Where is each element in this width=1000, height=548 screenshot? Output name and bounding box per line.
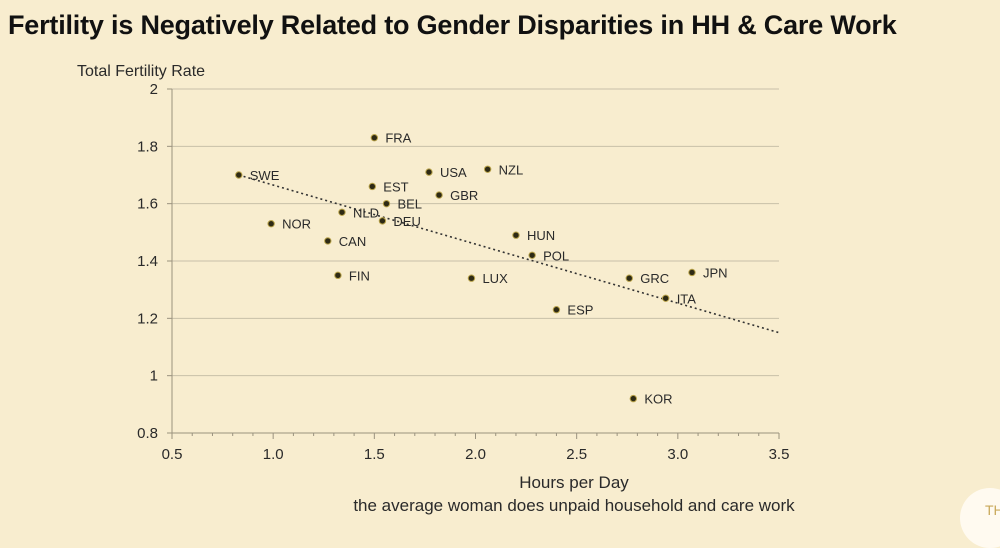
point-label: ITA [677, 291, 697, 306]
point-label: JPN [703, 265, 728, 280]
y-tick-label: 2 [150, 81, 158, 98]
point-marker [528, 251, 536, 259]
data-point-bel: BEL [382, 197, 422, 212]
data-point-nzl: NZL [483, 162, 524, 177]
point-label: BEL [397, 197, 422, 212]
point-marker [370, 134, 379, 142]
data-point-nor: NOR [267, 217, 311, 232]
data-point-est: EST [368, 179, 409, 194]
point-marker [338, 208, 346, 216]
point-marker [378, 217, 387, 225]
point-label: LUX [482, 271, 508, 286]
trend-line [238, 174, 780, 334]
point-marker [661, 294, 670, 302]
point-label: EST [383, 179, 408, 194]
corner-badge-text: TH [985, 502, 1000, 518]
point-label: NLD [353, 205, 379, 220]
point-label: DEU [393, 214, 420, 229]
data-point-usa: USA [425, 165, 467, 180]
data-point-kor: KOR [629, 392, 672, 407]
point-marker [324, 237, 332, 245]
point-marker [435, 191, 443, 199]
data-point-nld: NLD [338, 205, 379, 220]
point-marker [267, 220, 275, 228]
data-point-fin: FIN [334, 268, 370, 283]
y-tick-label: 1.8 [137, 138, 158, 155]
x-axis-ticks: 0.5 1.0 1.5 2.0 2.5 3.0 3.5 [162, 433, 790, 463]
x-tick-label: 3.0 [667, 446, 688, 463]
x-tick-label: 0.5 [162, 446, 183, 463]
y-tick-label: 0.8 [137, 425, 158, 442]
point-label: CAN [339, 234, 366, 249]
point-marker [467, 274, 476, 282]
y-axis-ticks: 0.8 1 1.2 1.4 1.6 1.8 2 [137, 81, 172, 442]
y-axis-label: Total Fertility Rate [77, 63, 205, 80]
point-label: GRC [640, 271, 669, 286]
point-label: FRA [385, 131, 411, 146]
point-label: NZL [499, 162, 524, 177]
point-label: GBR [450, 188, 478, 203]
data-point-gbr: GBR [435, 188, 478, 203]
point-marker [235, 171, 243, 179]
point-marker [625, 274, 633, 282]
point-label: FIN [349, 268, 370, 283]
x-tick-label: 2.0 [465, 446, 486, 463]
data-point-grc: GRC [625, 271, 669, 286]
data-point-hun: HUN [512, 228, 555, 243]
x-tick-label: 3.5 [769, 446, 790, 463]
point-label: POL [543, 248, 569, 263]
data-point-lux: LUX [467, 271, 508, 286]
point-marker [629, 394, 638, 403]
scatter-chart: 0.5 1.0 1.5 2.0 2.5 3.0 3.5 0.811.21.41.61.82 … [77, 63, 795, 515]
point-marker [334, 271, 342, 280]
x-axis-sublabel: the average woman does unpaid household … [353, 496, 795, 515]
point-marker [688, 268, 696, 277]
x-tick-label: 2.5 [566, 446, 587, 463]
data-point-deu: DEU [378, 214, 421, 229]
y-tick-label: 1.4 [137, 253, 158, 270]
point-label: USA [440, 165, 467, 180]
y-tick-label: 1 [150, 368, 158, 385]
point-marker [512, 231, 520, 239]
point-label: SWE [250, 168, 280, 183]
data-point-ita: ITA [661, 291, 697, 306]
data-point-pol: POL [528, 248, 569, 263]
grid-lines [172, 88, 779, 377]
point-label: NOR [282, 217, 311, 232]
point-marker [483, 165, 492, 173]
x-tick-label: 1.0 [263, 446, 284, 463]
x-axis-label: Hours per Day [519, 473, 629, 492]
data-point-jpn: JPN [688, 265, 728, 280]
point-marker [382, 199, 391, 208]
data-point-fra: FRA [370, 131, 412, 146]
point-label: KOR [644, 392, 672, 407]
chart-title: Fertility is Negatively Related to Gende… [8, 10, 897, 40]
point-marker [425, 168, 433, 176]
point-label: HUN [527, 228, 555, 243]
point-marker [552, 306, 561, 314]
point-label: ESP [567, 303, 593, 318]
y-tick-label: 1.6 [137, 196, 158, 213]
data-point-can: CAN [324, 234, 366, 249]
data-point-swe: SWE [235, 168, 280, 183]
data-point-esp: ESP [552, 303, 593, 318]
y-tick-label: 1.2 [137, 310, 158, 327]
data-points: FRA SWE USA NZL EST GBR BEL NLD DEU NOR CAN HUN POL F… [235, 131, 728, 407]
x-tick-label: 1.5 [364, 446, 385, 463]
point-marker [368, 182, 377, 191]
